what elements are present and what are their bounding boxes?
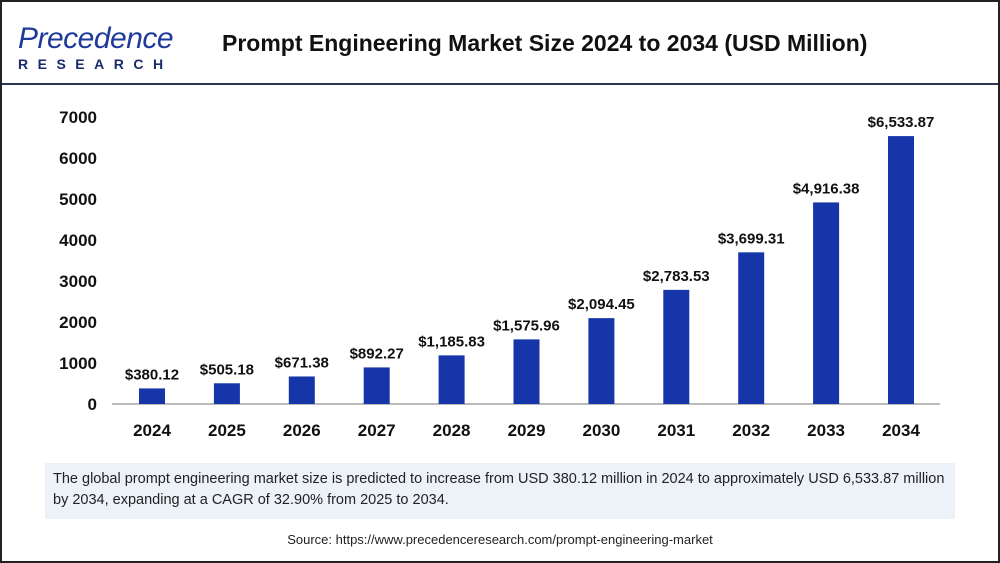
source-text: Source: https://www.precedenceresearch.c… bbox=[287, 532, 713, 547]
logo-wordmark: Precedence bbox=[18, 22, 174, 55]
data-label: $671.38 bbox=[275, 354, 329, 371]
data-label: $1,575.96 bbox=[493, 317, 560, 334]
bar-2024 bbox=[139, 388, 165, 404]
bar-2030 bbox=[588, 318, 615, 404]
y-tick-label: 0 bbox=[88, 395, 97, 414]
y-tick-label: 1000 bbox=[59, 354, 97, 373]
data-label: $4,916.38 bbox=[793, 180, 860, 197]
y-tick-label: 3000 bbox=[59, 272, 97, 291]
bar-2025 bbox=[213, 383, 240, 404]
data-label: $505.18 bbox=[200, 361, 254, 378]
logo-subtitle: RESEARCH bbox=[18, 56, 173, 72]
bar-2032 bbox=[738, 252, 765, 404]
x-tick-label: 2026 bbox=[283, 421, 321, 440]
chart-title: Prompt Engineering Market Size 2024 to 2… bbox=[222, 30, 868, 56]
data-label: $380.12 bbox=[125, 366, 179, 383]
x-tick-label: 2030 bbox=[582, 421, 620, 440]
data-label: $3,699.31 bbox=[718, 230, 785, 247]
bar-2031 bbox=[663, 289, 690, 404]
data-label: $1,185.83 bbox=[418, 333, 485, 350]
bar-2033 bbox=[813, 202, 840, 404]
y-tick-label: 5000 bbox=[59, 190, 97, 209]
x-tick-label: 2025 bbox=[208, 421, 246, 440]
x-tick-label: 2027 bbox=[358, 421, 396, 440]
bar-2034 bbox=[888, 136, 914, 404]
header-divider bbox=[2, 83, 998, 85]
x-tick-label: 2032 bbox=[732, 421, 770, 440]
x-tick-label: 2033 bbox=[807, 421, 845, 440]
y-tick-label: 4000 bbox=[59, 231, 97, 250]
x-tick-label: 2034 bbox=[882, 421, 920, 440]
y-tick-label: 6000 bbox=[59, 149, 97, 168]
summary-box: The global prompt engineering market siz… bbox=[45, 463, 955, 519]
y-tick-label: 7000 bbox=[59, 108, 97, 127]
x-tick-label: 2031 bbox=[657, 421, 695, 440]
bar-2028 bbox=[438, 355, 465, 404]
data-label: $6,533.87 bbox=[868, 114, 935, 131]
logo: Precedence RESEARCH bbox=[18, 22, 174, 73]
bar-2027 bbox=[363, 367, 390, 404]
data-label: $2,094.45 bbox=[568, 296, 635, 313]
data-label: $2,783.53 bbox=[643, 268, 710, 285]
y-tick-label: 2000 bbox=[59, 313, 97, 332]
bar-2026 bbox=[288, 376, 315, 404]
x-tick-label: 2028 bbox=[433, 421, 471, 440]
x-tick-label: 2024 bbox=[133, 421, 171, 440]
x-tick-label: 2029 bbox=[508, 421, 546, 440]
bar-chart: 0 1000 2000 3000 4000 5000 6000 7000 $380.12 2024… bbox=[59, 108, 940, 440]
bar-2029 bbox=[513, 339, 540, 404]
data-label: $892.27 bbox=[350, 345, 404, 362]
